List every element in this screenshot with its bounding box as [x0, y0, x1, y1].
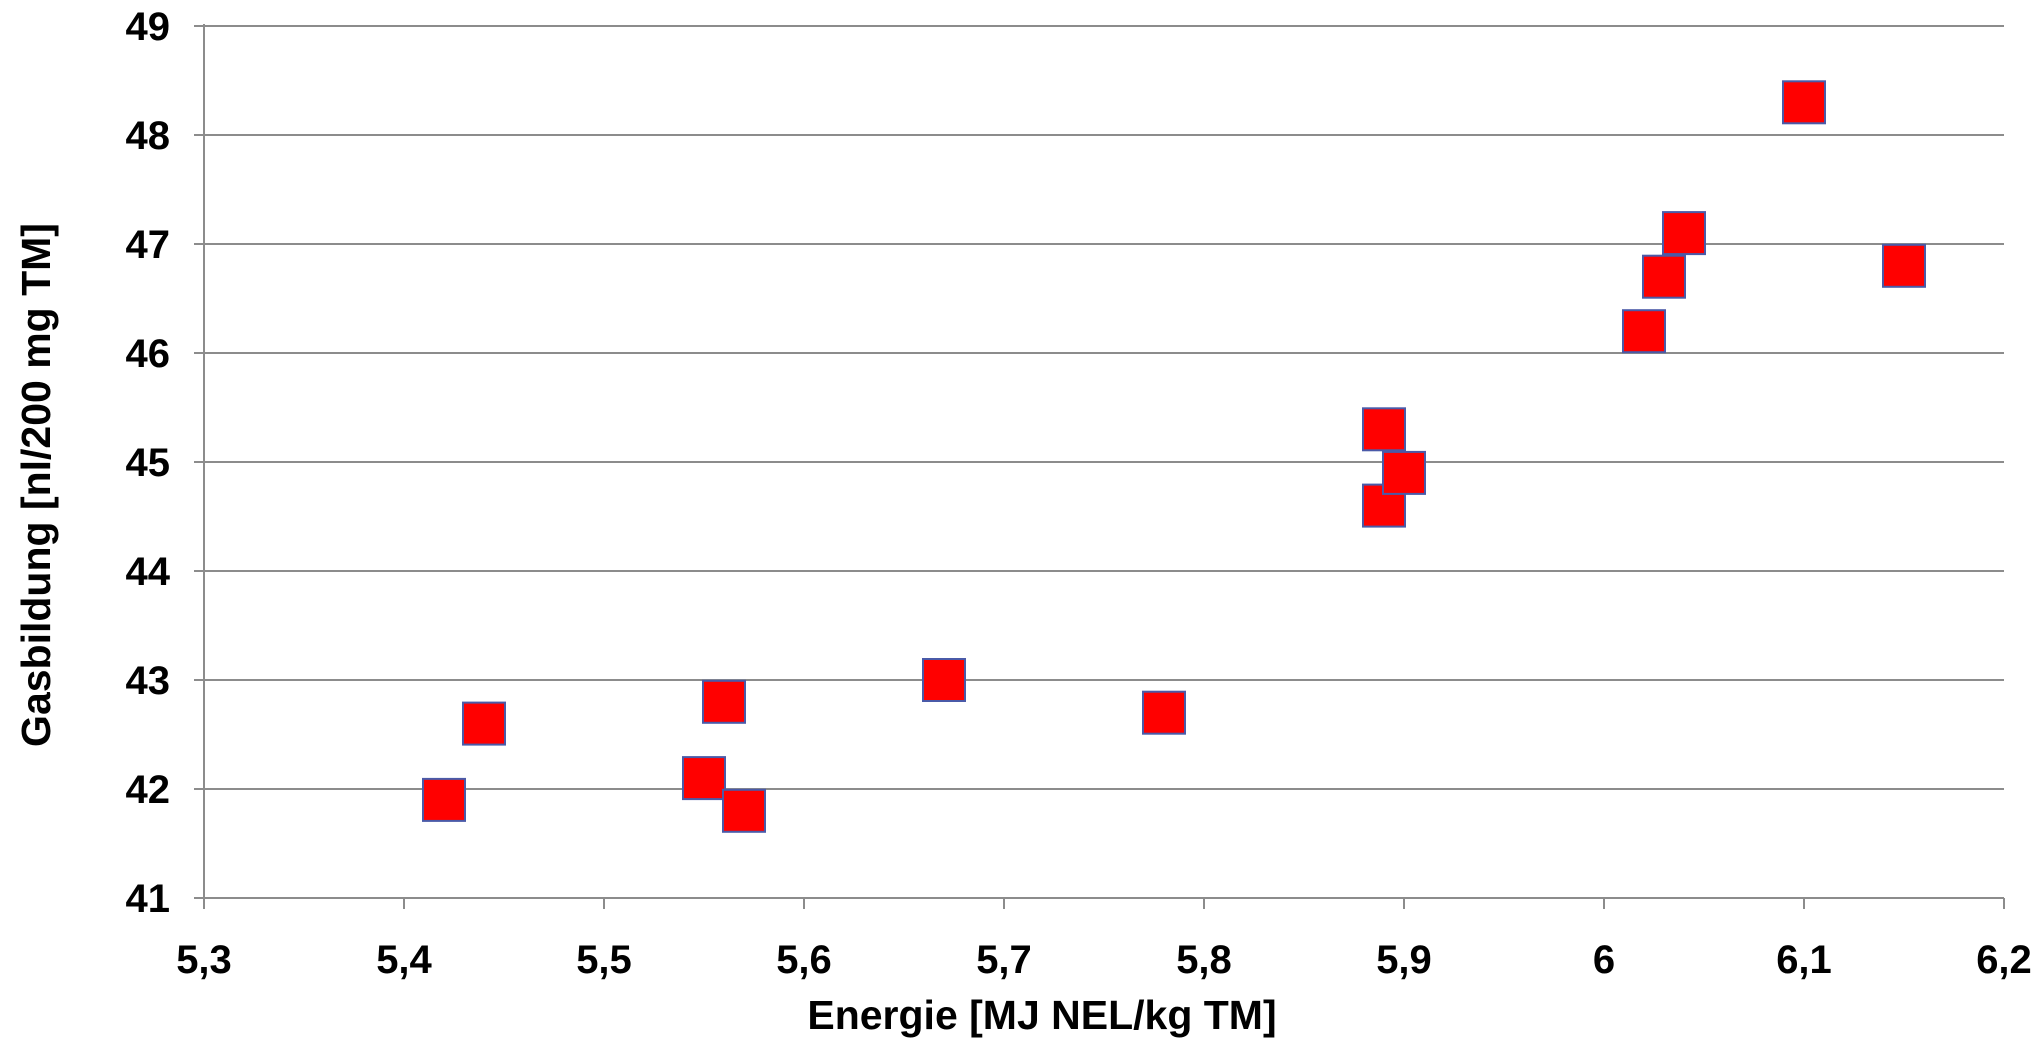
- data-point: [1882, 243, 1926, 288]
- y-tick-label: 44: [126, 550, 171, 594]
- gridlines: [204, 25, 2004, 790]
- data-point: [702, 679, 746, 724]
- y-tick-label: 42: [126, 768, 171, 812]
- x-tick-label: 5,8: [1176, 938, 1232, 982]
- data-point: [682, 756, 726, 801]
- data-points: [422, 80, 1926, 833]
- axes: [194, 24, 2005, 909]
- y-tick-label: 41: [126, 877, 171, 921]
- y-tick-labels: 41 42 43 44 45 46 47 48 49: [126, 5, 171, 921]
- data-point: [1642, 254, 1686, 299]
- data-point: [1142, 690, 1186, 735]
- x-tick-label: 6: [1593, 938, 1615, 982]
- data-point: [1382, 450, 1426, 495]
- y-tick-label: 46: [126, 332, 171, 376]
- y-tick-label: 49: [126, 5, 171, 49]
- x-tick-label: 5,4: [376, 938, 432, 982]
- x-tick-label: 5,6: [776, 938, 832, 982]
- x-tick-label: 5,5: [576, 938, 632, 982]
- y-tick-label: 47: [126, 223, 171, 267]
- x-tick-label: 6,2: [1976, 938, 2032, 982]
- y-tick-label: 48: [126, 114, 171, 158]
- data-point: [422, 777, 466, 822]
- data-point: [462, 701, 506, 746]
- data-point: [722, 788, 766, 833]
- x-tick-labels: 5,3 5,4 5,5 5,6 5,7 5,8 5,9 6 6,1 6,2: [176, 938, 2032, 982]
- data-point: [922, 658, 966, 702]
- data-point: [1622, 309, 1666, 354]
- y-tick-label: 45: [126, 441, 171, 485]
- x-axis-title: Energie [MJ NEL/kg TM]: [807, 992, 1276, 1038]
- x-tick-label: 6,1: [1776, 938, 1832, 982]
- x-tick-label: 5,7: [976, 938, 1032, 982]
- y-axis-title: Gasbildung [nl/200 mg TM]: [13, 223, 59, 747]
- x-tick-label: 5,3: [176, 938, 232, 982]
- x-tick-label: 5,9: [1376, 938, 1432, 982]
- data-point: [1362, 407, 1406, 452]
- y-tick-label: 43: [126, 659, 171, 703]
- data-point: [1662, 211, 1706, 256]
- data-point: [1782, 80, 1826, 125]
